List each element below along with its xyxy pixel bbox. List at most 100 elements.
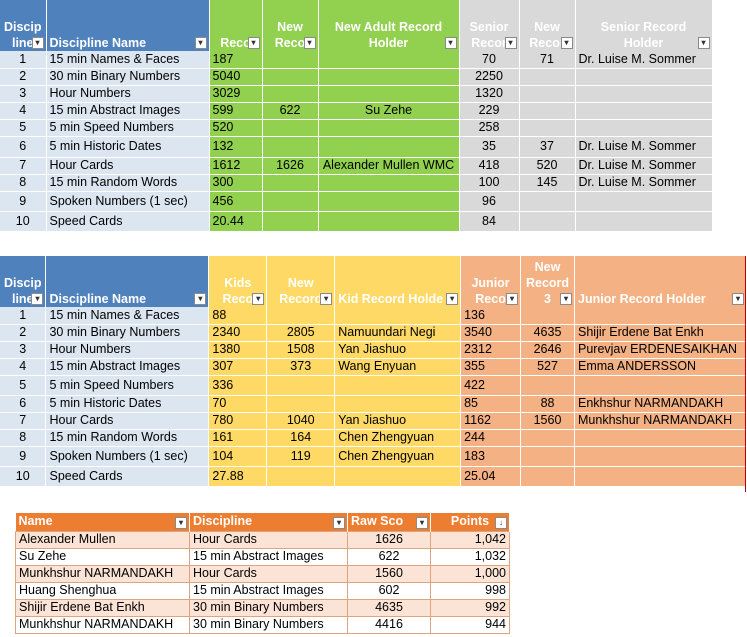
kids-new-record-cell[interactable] (266, 375, 336, 396)
discipline-number-cell[interactable]: 5 (0, 119, 47, 137)
discipline-number-cell[interactable]: 9 (0, 446, 47, 467)
discipline-name-cell[interactable]: 15 min Random Words (45, 429, 210, 447)
senior-record-cell[interactable]: 35 (459, 136, 520, 158)
record-cell[interactable]: 20.44 (209, 211, 263, 232)
filter-dropdown-icon[interactable]: ▾ (416, 516, 428, 529)
discipline-name-cell[interactable]: 15 min Abstract Images (45, 358, 210, 376)
header-senior-record[interactable]: Senior Recor ▾ (459, 0, 520, 51)
discipline-number-cell[interactable]: 6 (0, 395, 47, 413)
record-cell[interactable]: 520 (209, 119, 263, 137)
junior-record-cell[interactable]: 422 (460, 375, 522, 396)
discipline-number-cell[interactable]: 1 (0, 307, 47, 325)
junior-record-holder-cell[interactable]: Enkhshur NARMANDAKH (574, 395, 747, 413)
discipline-name-cell[interactable]: 5 min Historic Dates (45, 395, 210, 413)
name-cell[interactable]: Alexander Mullen (15, 530, 190, 549)
new-record-cell[interactable] (262, 119, 319, 137)
filter-dropdown-icon[interactable]: ▾ (303, 37, 316, 49)
senior-record-holder-cell[interactable] (575, 68, 713, 86)
junior-record-cell[interactable]: 3540 (460, 324, 522, 342)
discipline-number-cell[interactable]: 3 (0, 341, 47, 359)
kid-record-holder-cell[interactable]: Yan Jiashuo (334, 341, 462, 359)
junior-new-record-cell[interactable] (520, 307, 575, 325)
header-raw-score[interactable]: Raw Sco ▾ (347, 513, 431, 531)
senior-record-holder-cell[interactable] (575, 119, 713, 137)
record-cell[interactable]: 3029 (209, 85, 263, 103)
discipline-cell[interactable]: 30 min Binary Numbers (189, 598, 348, 617)
new-record-cell[interactable] (262, 174, 319, 192)
senior-record-holder-cell[interactable]: Dr. Luise M. Sommer (575, 157, 713, 175)
senior-record-holder-cell[interactable]: Dr. Luise M. Sommer (575, 174, 713, 192)
senior-new-record-cell[interactable]: 37 (519, 136, 576, 158)
junior-record-holder-cell[interactable] (574, 446, 747, 467)
raw-score-cell[interactable]: 602 (347, 581, 431, 600)
kids-new-record-cell[interactable]: 164 (266, 429, 336, 447)
senior-new-record-cell[interactable] (519, 119, 576, 137)
discipline-number-cell[interactable]: 7 (0, 412, 47, 430)
points-cell[interactable]: 1,000 (430, 564, 510, 583)
junior-new-record-cell[interactable] (520, 375, 575, 396)
discipline-name-cell[interactable]: Speed Cards (46, 211, 210, 232)
junior-record-cell[interactable]: 1162 (460, 412, 522, 430)
junior-record-holder-cell[interactable]: Shijir Erdene Bat Enkh (574, 324, 747, 342)
header-record[interactable]: Reco ▾ (209, 0, 263, 51)
kids-record-cell[interactable]: 336 (208, 375, 268, 396)
filter-dropdown-icon[interactable]: ▾ (252, 293, 265, 305)
kids-record-cell[interactable]: 2340 (208, 324, 268, 342)
senior-new-record-cell[interactable] (519, 102, 576, 120)
raw-score-cell[interactable]: 622 (347, 547, 431, 566)
kids-record-cell[interactable]: 27.88 (208, 466, 268, 487)
discipline-number-cell[interactable]: 5 (0, 375, 47, 396)
header-kids-record[interactable]: Kids Reco ▾ (208, 256, 268, 307)
junior-record-holder-cell[interactable] (574, 466, 747, 487)
header-kid-record-holder[interactable]: Kid Record Holde ▾ (334, 256, 462, 307)
junior-record-cell[interactable]: 136 (460, 307, 522, 325)
name-cell[interactable]: Su Zehe (15, 547, 190, 566)
header-discipline-name[interactable]: Discipline Name ▾ (46, 0, 210, 51)
discipline-number-cell[interactable]: 4 (0, 102, 47, 120)
filter-dropdown-icon[interactable]: ▾ (506, 293, 519, 305)
points-cell[interactable]: 1,032 (430, 547, 510, 566)
filter-dropdown-icon[interactable]: ▾ (504, 37, 517, 49)
record-holder-cell[interactable] (318, 191, 460, 212)
header-discipline-name[interactable]: Discipline Name ▾ (45, 256, 210, 307)
discipline-number-cell[interactable]: 8 (0, 429, 47, 447)
discipline-number-cell[interactable]: 3 (0, 85, 47, 103)
header-junior-record-holder[interactable]: Junior Record Holder ▾ (574, 256, 747, 307)
senior-new-record-cell[interactable]: 71 (519, 51, 576, 69)
junior-record-holder-cell[interactable]: Emma ANDERSSON (574, 358, 747, 376)
kids-new-record-cell[interactable]: 119 (266, 446, 336, 467)
discipline-cell[interactable]: 15 min Abstract Images (189, 547, 348, 566)
discipline-number-cell[interactable]: 10 (0, 211, 47, 232)
filter-dropdown-icon[interactable]: ▾ (697, 37, 710, 49)
discipline-name-cell[interactable]: 5 min Speed Numbers (45, 375, 210, 396)
senior-record-holder-cell[interactable]: Dr. Luise M. Sommer (575, 136, 713, 158)
discipline-number-cell[interactable]: 2 (0, 68, 47, 86)
junior-new-record-cell[interactable] (520, 446, 575, 467)
kid-record-holder-cell[interactable] (334, 307, 462, 325)
raw-score-cell[interactable]: 4416 (347, 615, 431, 634)
discipline-name-cell[interactable]: 15 min Names & Faces (46, 51, 210, 69)
record-cell[interactable]: 5040 (209, 68, 263, 86)
discipline-cell[interactable]: Hour Cards (189, 564, 348, 583)
discipline-number-cell[interactable]: 2 (0, 324, 47, 342)
new-record-cell[interactable] (262, 68, 319, 86)
senior-record-cell[interactable]: 418 (459, 157, 520, 175)
junior-record-cell[interactable]: 2312 (460, 341, 522, 359)
senior-record-cell[interactable]: 1320 (459, 85, 520, 103)
senior-new-record-cell[interactable] (519, 68, 576, 86)
new-record-cell[interactable] (262, 51, 319, 69)
filter-dropdown-icon[interactable]: ▾ (194, 37, 207, 49)
kids-record-cell[interactable]: 70 (208, 395, 268, 413)
senior-record-holder-cell[interactable]: Dr. Luise M. Sommer (575, 51, 713, 69)
senior-record-cell[interactable]: 70 (459, 51, 520, 69)
record-cell[interactable]: 1612 (209, 157, 263, 175)
filter-dropdown-icon[interactable]: ▾ (247, 37, 260, 49)
junior-record-cell[interactable]: 85 (460, 395, 522, 413)
record-cell[interactable]: 456 (209, 191, 263, 212)
header-discipline-number[interactable]: Discip line ▾ (0, 256, 47, 307)
junior-new-record-cell[interactable] (520, 429, 575, 447)
junior-record-holder-cell[interactable]: Munkhshur NARMANDAKH (574, 412, 747, 430)
discipline-name-cell[interactable]: 5 min Historic Dates (46, 136, 210, 158)
kids-new-record-cell[interactable] (266, 395, 336, 413)
discipline-name-cell[interactable]: 5 min Speed Numbers (46, 119, 210, 137)
